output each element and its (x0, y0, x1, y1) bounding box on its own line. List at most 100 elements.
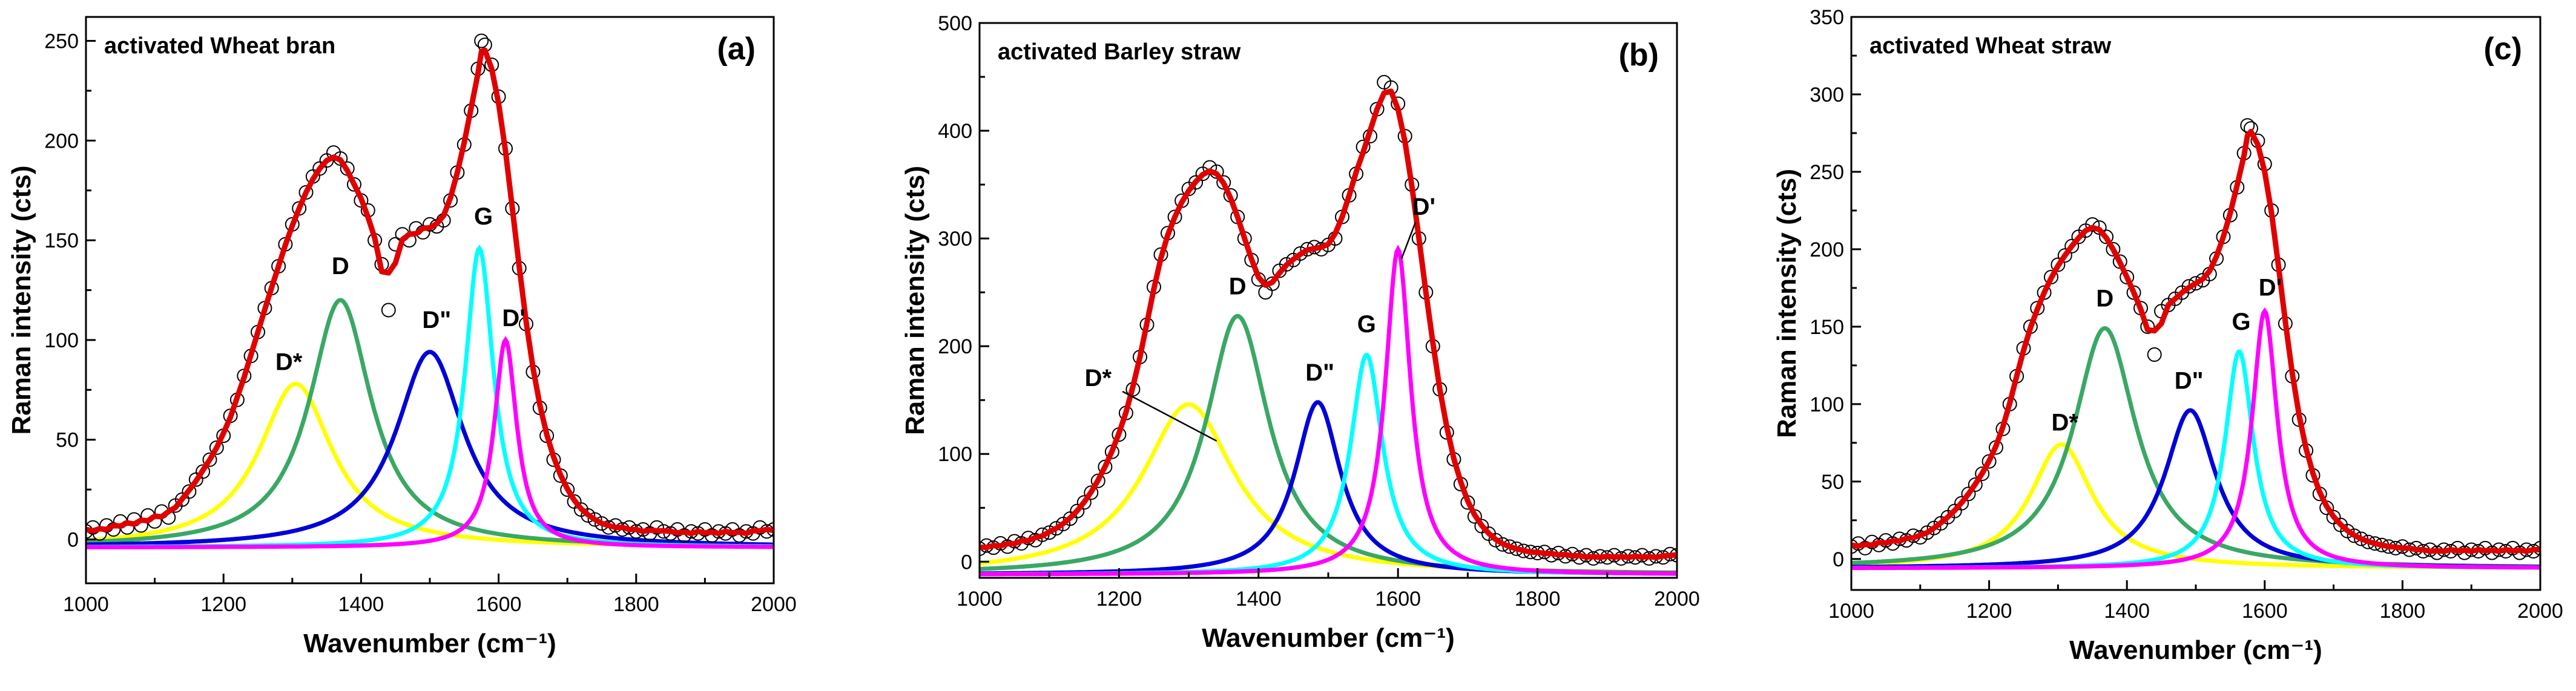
panel-label: (c) (2483, 31, 2522, 67)
panel-label: (b) (1619, 38, 1659, 73)
plot-area (980, 74, 1677, 577)
x-tick-label: 1600 (476, 593, 522, 616)
peak-label: G (1357, 311, 1376, 338)
y-tick-label: 250 (1810, 161, 1844, 184)
plot-area (1851, 118, 2540, 571)
peak-curve-5 (1851, 307, 2540, 571)
data-point (209, 440, 224, 455)
y-tick-label: 150 (44, 229, 79, 252)
peak-curve-2 (1851, 326, 2540, 569)
panel-label: (a) (717, 31, 756, 67)
peak-label: D* (1085, 365, 1112, 391)
x-tick-label: 1400 (2104, 600, 2150, 623)
data-point (2085, 217, 2100, 232)
x-tick-label: 1600 (1375, 588, 1421, 611)
y-tick-label: 100 (938, 443, 972, 466)
peak-label: D' (1412, 194, 1435, 220)
plot-area (86, 33, 774, 549)
data-points (980, 74, 1677, 566)
x-tick-label: 2000 (1654, 588, 1700, 611)
x-tick-label: 1800 (1515, 588, 1561, 611)
fit-curve (86, 47, 774, 537)
x-axis-label: Wavenumber (cm⁻¹) (1202, 623, 1455, 653)
x-axis-label: Wavenumber (cm⁻¹) (303, 629, 556, 658)
y-tick-label: 300 (938, 228, 972, 251)
x-tick-label: 1000 (1828, 600, 1874, 623)
data-point (1954, 496, 1969, 511)
x-tick-label: 1200 (1966, 600, 2012, 623)
x-tick-label: 2000 (751, 593, 797, 616)
x-tick-label: 1200 (1096, 588, 1142, 611)
y-tick-label: 50 (1821, 471, 1844, 494)
data-point (2147, 347, 2162, 362)
data-point (347, 177, 361, 192)
y-tick-label: 0 (1833, 548, 1844, 571)
peak-curve-2 (980, 313, 1677, 575)
peak-curve-5 (86, 336, 774, 549)
chart-panel-3: 1000 1200 1400 1600 1800 2000 0 50 100 150 200 250 3… (1772, 6, 2563, 665)
peak-curve-2 (86, 298, 774, 548)
y-tick-label: 200 (44, 129, 79, 152)
data-point (581, 508, 596, 523)
data-point (196, 464, 211, 479)
data-points (86, 33, 774, 543)
data-points (1851, 118, 2540, 560)
y-tick-label: 300 (1810, 84, 1844, 106)
y-tick-label: 250 (44, 30, 79, 53)
data-point (1488, 532, 1503, 548)
annotation-arrow (1400, 221, 1417, 260)
data-point (1293, 246, 1308, 261)
y-tick-label: 400 (938, 120, 972, 143)
chart-title: activated Barley straw (998, 39, 1241, 65)
peak-label: D' (502, 305, 525, 332)
y-tick-label: 350 (1810, 6, 1844, 29)
peak-label: D (2096, 286, 2113, 312)
data-point (2064, 238, 2080, 254)
y-tick-label: 100 (1810, 393, 1844, 416)
y-tick-label: 0 (961, 551, 972, 574)
x-tick-label: 1200 (200, 593, 246, 616)
peak-label: G (474, 203, 493, 230)
data-point (2189, 276, 2203, 291)
x-tick-label: 1400 (1236, 588, 1282, 611)
peak-label: D (332, 253, 349, 280)
peak-label: G (2232, 309, 2251, 335)
data-point (1961, 486, 1976, 502)
x-axis-label: Wavenumber (cm⁻¹) (2069, 635, 2322, 665)
data-point (1968, 477, 1983, 492)
x-tick-label: 1000 (63, 593, 109, 616)
data-point (1090, 473, 1105, 488)
y-axis-label: Raman intensity (cts) (7, 166, 36, 435)
data-point (182, 484, 197, 499)
peak-label: D* (2052, 409, 2079, 436)
data-point (2140, 319, 2155, 334)
y-tick-label: 200 (938, 335, 972, 358)
peak-curve-4 (86, 244, 774, 549)
x-tick-label: 2000 (2517, 600, 2563, 623)
x-tick-label: 1800 (613, 593, 659, 616)
chart-panel-2: 1000 1200 1400 1600 1800 2000 0 100 200 300 400 500… (900, 12, 1700, 653)
chart-title: activated Wheat bran (104, 33, 335, 59)
x-tick-label: 1400 (338, 593, 384, 616)
y-tick-label: 50 (56, 429, 79, 452)
x-tick-label: 1800 (2380, 600, 2426, 623)
peak-label: D' (2259, 275, 2282, 301)
y-tick-label: 0 (67, 528, 79, 551)
data-point (1279, 257, 1294, 272)
y-tick-label: 150 (1810, 316, 1844, 339)
y-tick-label: 500 (938, 12, 972, 35)
peak-curve-1 (86, 382, 774, 548)
chart-title: activated Wheat straw (1869, 33, 2112, 59)
data-point (202, 452, 217, 467)
peak-label: D" (422, 307, 451, 333)
peak-curve-3 (1851, 408, 2540, 569)
peak-label: D" (1305, 359, 1334, 386)
peak-label: D (1229, 273, 1247, 300)
x-tick-label: 1000 (957, 588, 1003, 611)
data-point (1049, 521, 1064, 536)
y-tick-label: 100 (44, 329, 79, 352)
peak-curve-5 (980, 244, 1677, 577)
y-axis-label: Raman intensity (cts) (900, 166, 930, 435)
peak-label: D" (2175, 367, 2204, 394)
